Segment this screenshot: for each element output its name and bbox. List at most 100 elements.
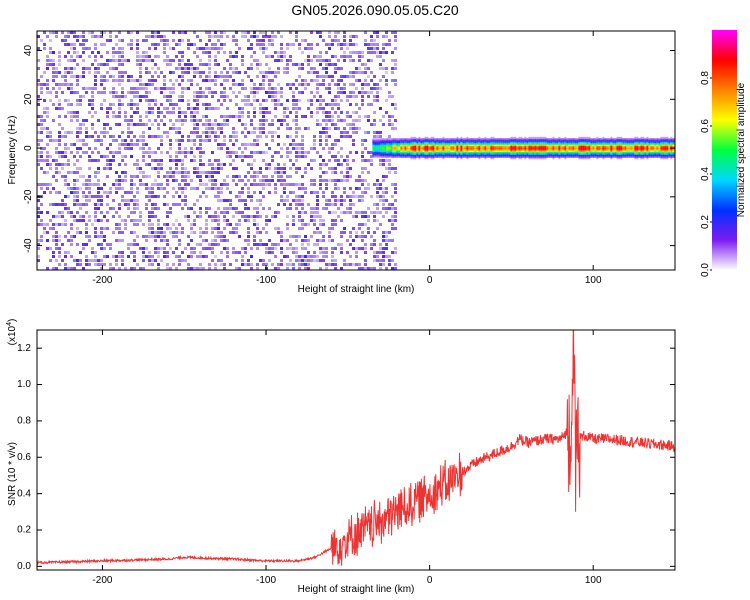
noise-cell [112, 115, 115, 118]
signal-cell [406, 150, 409, 152]
noise-cell [127, 119, 130, 122]
signal-cell [582, 151, 585, 154]
noise-cell [226, 183, 229, 186]
noise-cell [100, 199, 103, 202]
noise-cell [310, 179, 313, 182]
signal-cell [386, 152, 389, 155]
noise-cell [118, 175, 121, 178]
signal-cell [566, 147, 569, 150]
signal-cell [432, 138, 435, 141]
noise-cell [91, 123, 94, 126]
noise-cell [271, 39, 274, 42]
noise-cell [289, 87, 292, 90]
noise-cell [103, 255, 106, 258]
noise-cell [340, 147, 343, 150]
noise-cell [295, 39, 298, 42]
noise-cell [280, 259, 283, 262]
signal-cell [444, 141, 447, 144]
signal-cell [456, 157, 459, 160]
signal-cell [620, 147, 623, 150]
noise-cell [343, 191, 346, 194]
signal-cell [380, 145, 383, 148]
signal-cell [564, 142, 567, 145]
noise-cell [280, 119, 283, 122]
noise-cell [37, 163, 40, 166]
noise-cell [73, 199, 76, 202]
signal-cell [540, 142, 543, 145]
noise-cell [172, 59, 175, 62]
noise-cell [208, 159, 211, 162]
noise-cell [292, 251, 295, 254]
noise-cell [181, 119, 184, 122]
noise-cell [124, 227, 127, 230]
noise-cell [133, 203, 136, 206]
signal-cell [394, 148, 397, 151]
noise-cell [295, 31, 298, 34]
noise-cell [358, 179, 361, 182]
signal-cell [490, 138, 493, 141]
noise-cell [145, 83, 148, 86]
noise-cell [85, 91, 88, 94]
noise-cell [193, 247, 196, 250]
signal-cell [606, 139, 609, 142]
noise-cell [199, 251, 202, 254]
noise-cell [76, 51, 79, 54]
noise-cell [103, 235, 106, 238]
noise-cell [331, 107, 334, 110]
noise-cell [37, 247, 40, 250]
noise-cell [139, 179, 142, 182]
noise-cell [307, 267, 310, 270]
noise-cell [250, 67, 253, 70]
noise-cell [184, 31, 187, 34]
noise-cell [151, 211, 154, 214]
noise-cell [79, 263, 82, 266]
noise-cell [247, 143, 250, 146]
noise-cell [196, 131, 199, 134]
signal-cell [544, 155, 547, 158]
noise-cell [46, 79, 49, 82]
signal-cell [590, 151, 593, 154]
noise-cell [385, 239, 388, 242]
noise-cell [103, 63, 106, 66]
signal-cell [494, 142, 497, 145]
noise-cell [43, 171, 46, 174]
signal-cell [588, 150, 591, 152]
signal-cell [424, 152, 427, 155]
noise-cell [337, 159, 340, 162]
signal-cell [612, 154, 615, 157]
signal-cell [570, 150, 573, 152]
noise-cell [334, 203, 337, 206]
signal-cell [552, 157, 555, 160]
noise-cell [280, 179, 283, 182]
signal-cell [604, 150, 607, 152]
noise-cell [319, 231, 322, 234]
signal-cell [512, 141, 515, 144]
noise-cell [220, 147, 223, 150]
signal-cell [564, 155, 567, 158]
noise-cell [130, 183, 133, 186]
noise-cell [352, 139, 355, 142]
signal-cell [540, 151, 543, 154]
noise-cell [85, 187, 88, 190]
noise-cell [253, 139, 256, 142]
signal-cell [390, 144, 393, 147]
noise-cell [247, 215, 250, 218]
noise-cell [226, 75, 229, 78]
signal-cell [512, 144, 515, 147]
noise-cell [112, 95, 115, 98]
signal-cell [606, 152, 609, 155]
noise-cell [43, 223, 46, 226]
noise-cell [37, 103, 40, 106]
noise-cell [319, 179, 322, 182]
noise-cell [154, 135, 157, 138]
noise-cell [118, 151, 121, 154]
signal-cell [618, 155, 621, 158]
noise-cell [100, 195, 103, 198]
signal-cell [392, 145, 395, 148]
noise-cell [373, 251, 376, 254]
noise-cell [205, 115, 208, 118]
noise-cell [256, 175, 259, 178]
noise-cell [97, 35, 100, 38]
noise-cell [337, 95, 340, 98]
signal-cell [390, 154, 393, 157]
